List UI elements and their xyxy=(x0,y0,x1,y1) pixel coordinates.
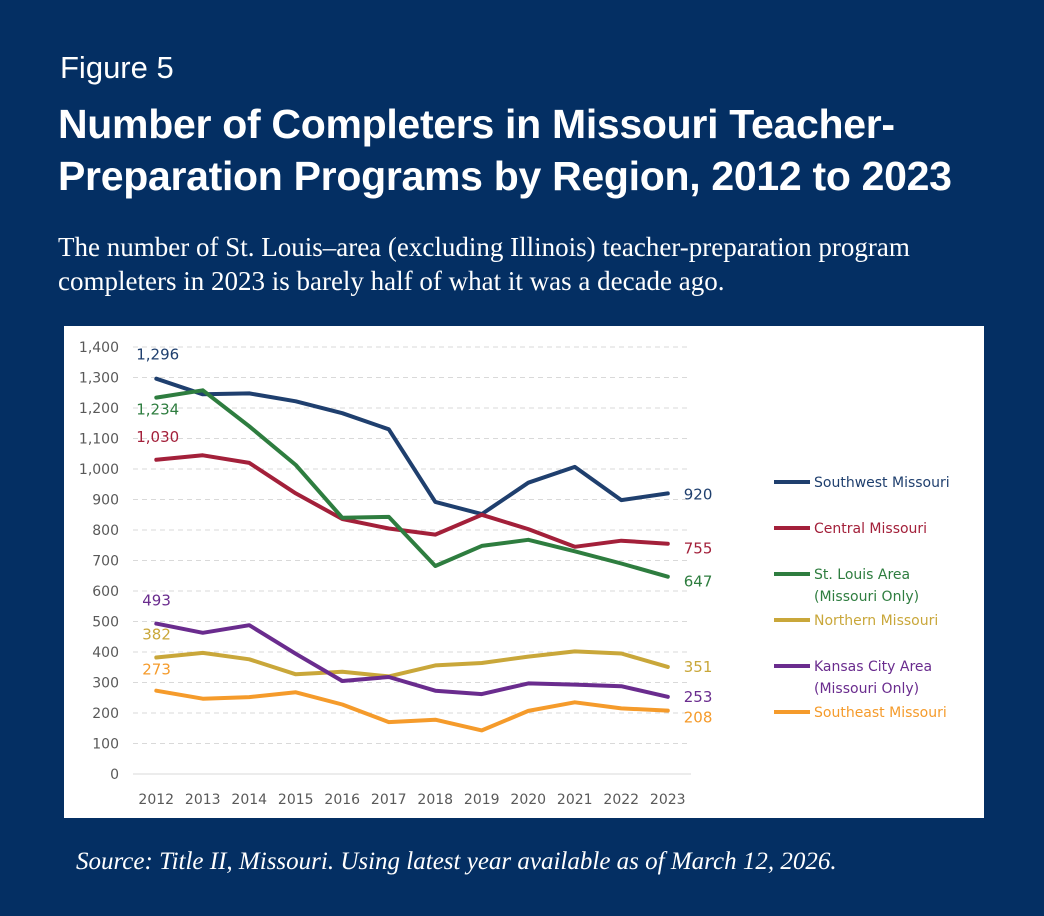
y-tick-label: 500 xyxy=(92,615,119,631)
y-tick-label: 0 xyxy=(110,767,119,783)
data-label-end: 351 xyxy=(684,658,713,676)
y-tick-label: 600 xyxy=(92,584,119,600)
data-label-start: 1,234 xyxy=(136,401,179,419)
legend-label: Southwest Missouri xyxy=(814,475,950,491)
legend-label-continued: (Missouri Only) xyxy=(814,681,919,697)
data-label-end: 755 xyxy=(684,540,713,558)
y-tick-label: 700 xyxy=(92,554,119,570)
y-tick-label: 800 xyxy=(92,523,119,539)
legend-label: Northern Missouri xyxy=(814,613,938,629)
legend-label: St. Louis Area xyxy=(814,567,910,583)
data-label-start: 493 xyxy=(142,592,171,610)
y-tick-label: 1,400 xyxy=(79,340,119,356)
data-label-end: 208 xyxy=(684,709,713,727)
line-chart: 0 100 200 300 400 500 600 700 800 900 1,000 1,100 1,… xyxy=(79,340,950,808)
series-line-1 xyxy=(154,376,670,517)
data-label-start: 1,296 xyxy=(136,346,179,364)
chart-subtitle: The number of St. Louis–area (excluding … xyxy=(58,232,910,296)
data-label-end: 647 xyxy=(684,573,713,591)
y-tick-label: 900 xyxy=(92,493,119,509)
y-tick-label: 200 xyxy=(92,706,119,722)
legend-label: Southeast Missouri xyxy=(814,705,947,721)
chart-panel: 0 100 200 300 400 500 600 700 800 900 1,000 1,100 1,… xyxy=(64,326,984,818)
legend-label-continued: (Missouri Only) xyxy=(814,589,919,605)
x-tick-label: 2020 xyxy=(510,792,546,808)
x-tick-label: 2018 xyxy=(417,792,453,808)
chart-title: Number of Completers in Missouri Teacher… xyxy=(58,101,952,199)
y-tick-label: 1,100 xyxy=(79,432,119,448)
series-line-5 xyxy=(154,621,670,699)
x-tick-label: 2013 xyxy=(185,792,221,808)
figure-label: Figure 5 xyxy=(60,50,174,85)
y-tick-label: 1,000 xyxy=(79,462,119,478)
x-tick-label: 2012 xyxy=(138,792,174,808)
x-tick-label: 2016 xyxy=(324,792,360,808)
x-tick-label: 2014 xyxy=(231,792,267,808)
y-tick-label: 1,300 xyxy=(79,371,119,387)
data-label-end: 920 xyxy=(684,485,713,503)
data-label-start: 273 xyxy=(142,661,171,679)
y-tick-label: 1,200 xyxy=(79,401,119,417)
series-line-2 xyxy=(154,453,670,549)
source-note: Source: Title II, Missouri. Using latest… xyxy=(76,848,837,875)
y-tick-label: 300 xyxy=(92,676,119,692)
data-label-start: 1,030 xyxy=(136,428,179,446)
x-tick-label: 2019 xyxy=(464,792,500,808)
legend-label: Central Missouri xyxy=(814,521,927,537)
data-label-end: 253 xyxy=(684,688,713,706)
x-tick-label: 2022 xyxy=(603,792,639,808)
x-tick-label: 2017 xyxy=(371,792,407,808)
y-tick-label: 100 xyxy=(92,737,119,753)
x-tick-label: 2023 xyxy=(650,792,686,808)
x-tick-label: 2015 xyxy=(278,792,314,808)
x-tick-label: 2021 xyxy=(557,792,593,808)
series-line-6 xyxy=(154,688,670,733)
y-tick-label: 400 xyxy=(92,645,119,661)
series-line-4 xyxy=(154,649,670,679)
data-label-start: 382 xyxy=(142,625,171,643)
legend-label: Kansas City Area xyxy=(814,659,932,675)
series-line-3 xyxy=(154,388,670,579)
